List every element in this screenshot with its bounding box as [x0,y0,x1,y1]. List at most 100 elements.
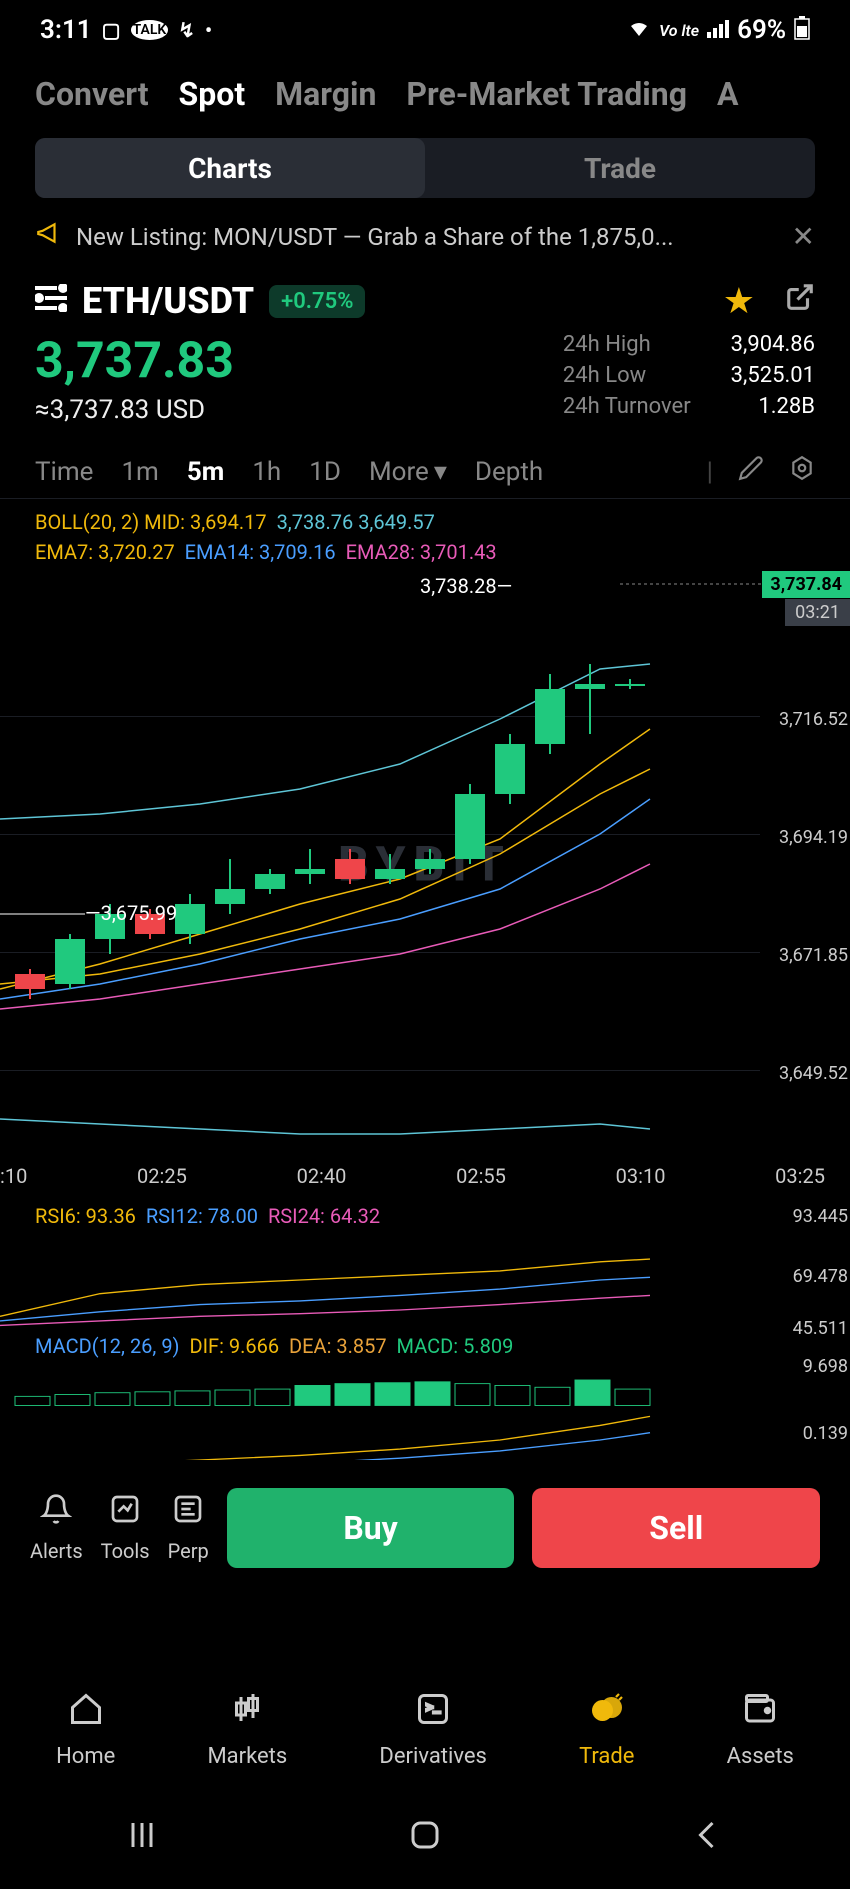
stat-turnover-label: 24h Turnover [563,394,691,419]
tf-1h[interactable]: 1h [252,457,281,487]
action-row: Alerts Tools Perp Buy Sell [0,1468,850,1588]
ind-boll-low: 3,649.57 [358,510,435,534]
x-label: 03:10 [616,1164,666,1188]
tf-1d[interactable]: 1D [309,457,341,487]
chart-x-axis: :10 02:25 02:40 02:55 03:10 03:25 [0,1159,850,1198]
x-label: :10 [0,1164,27,1188]
tf-more[interactable]: More ▾ [369,457,447,487]
x-label: 02:40 [297,1164,347,1188]
x-label: 02:25 [137,1164,187,1188]
toggle-charts[interactable]: Charts [35,138,425,198]
nav-derivatives[interactable]: >_ Derivatives [379,1691,486,1769]
price-main: 3,737.83 [35,332,513,390]
macd-label: MACD(12, 26, 9) [35,1334,180,1358]
svg-text:>_: >_ [426,1698,441,1716]
x-label: 02:55 [456,1164,506,1188]
derivatives-icon: >_ [415,1691,451,1736]
indicator-labels: BOLL(20, 2) MID: 3,694.17 3,738.76 3,649… [0,499,850,569]
rsi-y-0: 93.445 [793,1206,848,1227]
tab-more[interactable]: A [717,75,739,113]
stat-low-label: 24h Low [563,363,691,388]
battery-pct: 69% [737,15,786,45]
tf-depth[interactable]: Depth [475,457,543,487]
ind-ema28: EMA28: 3,701.43 [346,540,497,564]
pair-symbol[interactable]: ETH/USDT [82,280,254,322]
chevron-down-icon: ▾ [434,457,447,487]
rsi24-label: RSI24: 64.32 [268,1204,380,1228]
macd-dea: DEA: 3.857 [289,1334,387,1358]
markets-icon [229,1691,265,1736]
current-time-tag: 03:21 [785,599,850,626]
tab-margin[interactable]: Margin [275,75,376,113]
assets-icon [742,1691,778,1736]
home-button[interactable] [407,1817,443,1862]
rsi-y-1: 69.478 [793,1266,848,1287]
bell-icon [40,1493,72,1533]
ind-ema7: EMA7: 3,720.27 [35,540,175,564]
y-label-3: 3,649.52 [779,1063,848,1084]
tf-1m[interactable]: 1m [121,457,158,487]
system-nav [0,1789,850,1889]
status-left: 3:11 ▢ TALK ↯ • [40,15,212,45]
stat-high-label: 24h High [563,332,691,357]
current-price-tag: 3,737.84 [762,571,850,598]
bottom-nav: Home Markets >_ Derivatives Trade Assets [0,1671,850,1779]
timeframe-row: Time 1m 5m 1h 1D More ▾ Depth | [0,445,850,499]
ind-boll-up: 3,738.76 [277,510,354,534]
favorite-star-icon[interactable]: ★ [723,280,755,322]
y-label-2: 3,671.85 [779,945,848,966]
tools-button[interactable]: Tools [101,1493,150,1563]
tab-spot[interactable]: Spot [179,75,246,113]
tab-premarket[interactable]: Pre-Market Trading [406,75,687,113]
status-right: Vo lte 69% [627,15,810,45]
macd-y-1: 0.139 [803,1423,848,1444]
rsi-panel[interactable]: RSI6: 93.36 RSI12: 78.00 RSI24: 64.32 93… [0,1198,850,1328]
pair-header: ETH/USDT +0.75% ★ [0,265,850,327]
view-toggle: Charts Trade [35,138,815,198]
edit-icon[interactable] [738,455,764,488]
nav-assets[interactable]: Assets [727,1691,794,1769]
tools-icon [109,1493,141,1533]
price-usd: ≈3,737.83 USD [35,395,513,425]
macd-y-0: 9.698 [803,1356,848,1377]
tf-5m[interactable]: 5m [187,457,224,487]
share-icon[interactable] [785,282,815,320]
stat-turnover-value: 1.28B [731,394,815,419]
perp-button[interactable]: Perp [168,1493,209,1563]
volte-icon: Vo lte [659,21,699,40]
close-icon[interactable]: ✕ [792,220,815,253]
pair-selector-icon[interactable] [35,282,67,320]
back-button[interactable] [690,1817,726,1862]
buy-button[interactable]: Buy [227,1488,515,1568]
nav-markets[interactable]: Markets [207,1691,287,1769]
settings-icon[interactable] [789,455,815,488]
candlestick-chart[interactable]: BYBIT 3,738.28— —3,675.99 3,737.84 03:21… [0,569,850,1159]
trade-icon [589,1691,625,1736]
toggle-trade[interactable]: Trade [425,138,815,198]
talk-icon: TALK [131,20,169,40]
pair-change-badge: +0.75% [269,285,365,318]
macd-dif: DIF: 9.666 [189,1334,279,1358]
megaphone-icon [35,220,61,253]
recents-button[interactable] [124,1817,160,1862]
y-label-1: 3,694.19 [779,827,848,848]
stat-high-value: 3,904.86 [731,332,815,357]
ind-boll: BOLL(20, 2) MID: 3,694.17 [35,510,267,534]
battery-icon [794,16,810,45]
listing-banner[interactable]: New Listing: MON/USDT — Grab a Share of … [0,208,850,265]
alerts-button[interactable]: Alerts [30,1493,83,1563]
tab-convert[interactable]: Convert [35,75,149,113]
dot-icon: • [205,18,212,42]
macd-panel[interactable]: MACD(12, 26, 9) DIF: 9.666 DEA: 3.857 MA… [0,1328,850,1468]
chart-low-label: —3,675.99 [85,901,177,925]
nav-trade[interactable]: Trade [579,1691,634,1769]
sell-button[interactable]: Sell [532,1488,820,1568]
x-label: 03:25 [775,1164,825,1188]
status-bar: 3:11 ▢ TALK ↯ • Vo lte 69% [0,0,850,60]
image-icon: ▢ [102,18,121,42]
rsi12-label: RSI12: 78.00 [146,1204,258,1228]
status-time: 3:11 [40,15,92,45]
nav-home[interactable]: Home [56,1691,115,1769]
tf-label: Time [35,457,93,487]
y-label-0: 3,716.52 [779,709,848,730]
